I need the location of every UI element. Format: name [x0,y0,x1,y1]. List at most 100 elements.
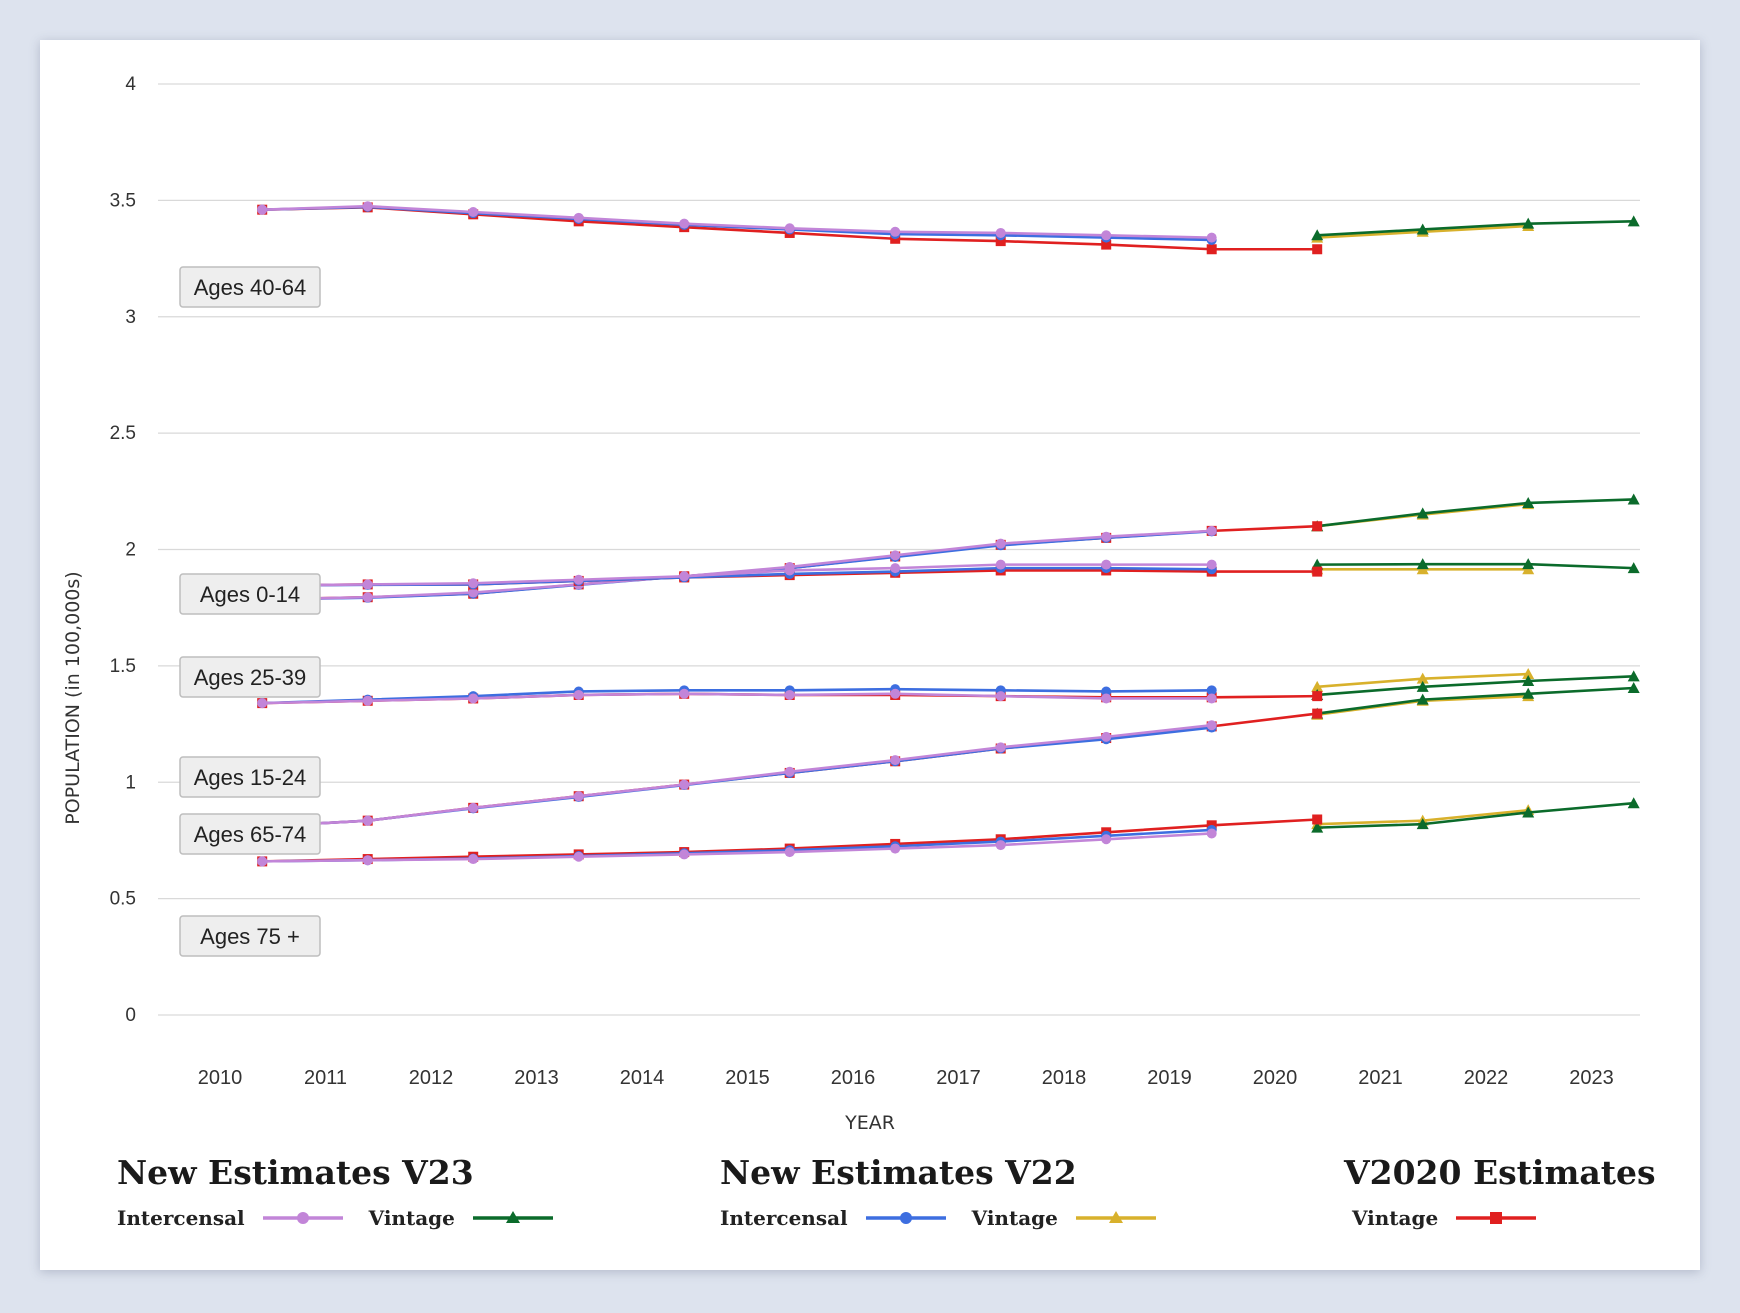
data-point [573,851,584,862]
ages-25-39-v23-vintage-line [1317,562,1634,570]
data-point [1627,215,1640,227]
data-point [1206,693,1217,704]
data-point [468,587,479,598]
legend-v23-title: New Estimates V23 [117,1153,474,1192]
data-point [257,856,268,867]
data-point [995,538,1006,549]
legend-v22-vintage-swatch [1075,1211,1156,1223]
data-point [1416,223,1429,235]
ages-0-14-v23-intercensal-line [262,529,1212,601]
data-point [679,779,690,790]
data-point [995,227,1006,238]
data-point [1522,558,1535,570]
population-line-chart: 00.511.522.533.54 2010 2011 2012 2013 2014 20… [62,74,1640,1130]
data-point [995,559,1006,570]
x-tick-label: 2013 [514,1067,559,1089]
data-point [784,689,795,700]
legend-v2020-vintage-swatch [1456,1212,1537,1224]
data-point [257,698,268,709]
x-tick-label: 2016 [831,1067,876,1089]
x-tick-label: 2021 [1358,1067,1403,1089]
ages-65-74-v23-intercensal-line [262,723,1212,828]
data-point [1627,670,1640,682]
data-point [1416,672,1429,684]
ages-0-14-v23-vintage-line [1317,498,1634,528]
legend-v2020-title: V2020 Estimates [1344,1153,1656,1192]
age-label-box [179,266,321,308]
legend-v23: New Estimates V23 Intercensal Vintage [117,1153,579,1230]
series-lines [257,201,1640,867]
data-point [784,766,795,777]
data-point [1522,668,1535,680]
y-axis-title: POPULATION (in 100,000s) [62,571,84,824]
data-point [573,574,584,585]
x-tick-label: 2018 [1042,1067,1087,1089]
ages-75--v23-intercensal-line [262,832,1212,863]
data-point [995,840,1006,851]
data-point [1627,562,1640,574]
data-point [679,571,690,582]
y-tick-label: 1 [125,772,136,793]
ages-15-24-v23-vintage-line [1317,675,1634,697]
legend-v23-intercensal-swatch [262,1212,343,1224]
ages-25-39-v23-intercensal-line [262,563,1212,587]
data-point [1522,217,1535,229]
data-point [1101,731,1112,742]
legend-v23-vintage-label: Vintage [368,1206,455,1230]
y-tick-label: 3 [125,307,136,328]
data-point [573,212,584,223]
data-point [1101,834,1112,845]
data-point [679,849,690,860]
data-point [362,815,373,826]
x-tick-label: 2019 [1147,1067,1192,1089]
data-point [890,843,901,854]
data-point [362,695,373,706]
y-tick-label: 2 [125,540,136,561]
ages-15-24-v22-intercensal-line [262,687,1212,705]
data-point [890,563,901,574]
data-point [468,578,479,589]
grid-lines [158,83,1640,1016]
x-tick-label: 2012 [409,1067,454,1089]
legend-v22-intercensal-swatch [865,1212,946,1224]
data-point [1101,531,1112,542]
data-point [362,579,373,590]
age-group-labels: Ages 40-64 Ages 0-14 Ages 25-39 Ages 15-24 A… [179,266,321,957]
data-point [573,791,584,802]
data-point [1312,708,1323,719]
data-point [784,223,795,234]
x-tick-label: 2010 [198,1067,243,1089]
data-point [1312,814,1323,825]
legend-v23-vintage-swatch [472,1211,553,1223]
age-label-text: Ages 40-64 [194,275,307,300]
data-point [784,565,795,576]
age-label-box [179,656,321,698]
data-point [1312,244,1323,255]
chart-card: 0 0.5 1 1.5 2 2.5 3 3.5 4 2010 2011 2012 2013 2014 20… [40,40,1700,1270]
age-label-box [179,813,321,855]
legend-v2020-vintage-label: Vintage [1352,1206,1439,1230]
data-point [362,855,373,866]
x-tick-label: 2020 [1253,1067,1298,1089]
legend-v22-vintage-label: Vintage [971,1206,1058,1230]
x-tick-label: 2017 [936,1067,981,1089]
y-tick-label: 0 [125,1005,136,1026]
y-tick-label: 1.5 [110,656,136,677]
data-point [1101,686,1112,697]
data-point [1627,797,1640,809]
data-point [1522,687,1535,699]
data-point [890,550,901,561]
data-point [1206,244,1217,255]
x-axis-ticks: 2010 2011 2012 2013 2014 2015 2016 2017 2018 2019… [198,1067,1614,1089]
data-point [1101,559,1112,570]
y-tick-label: 0.5 [110,889,136,910]
data-point [1627,493,1640,505]
ages-65-74-v23-vintage-line [1317,686,1634,715]
data-point [1416,818,1429,830]
data-point [1311,229,1324,241]
x-tick-label: 2015 [725,1067,770,1089]
ages-15-24-v23-intercensal-line [262,692,1212,705]
data-point [468,207,479,218]
data-point [1101,239,1112,250]
y-axis-ticks: 0 0.5 1 1.5 2 2.5 3 3.5 4 [110,74,137,1026]
